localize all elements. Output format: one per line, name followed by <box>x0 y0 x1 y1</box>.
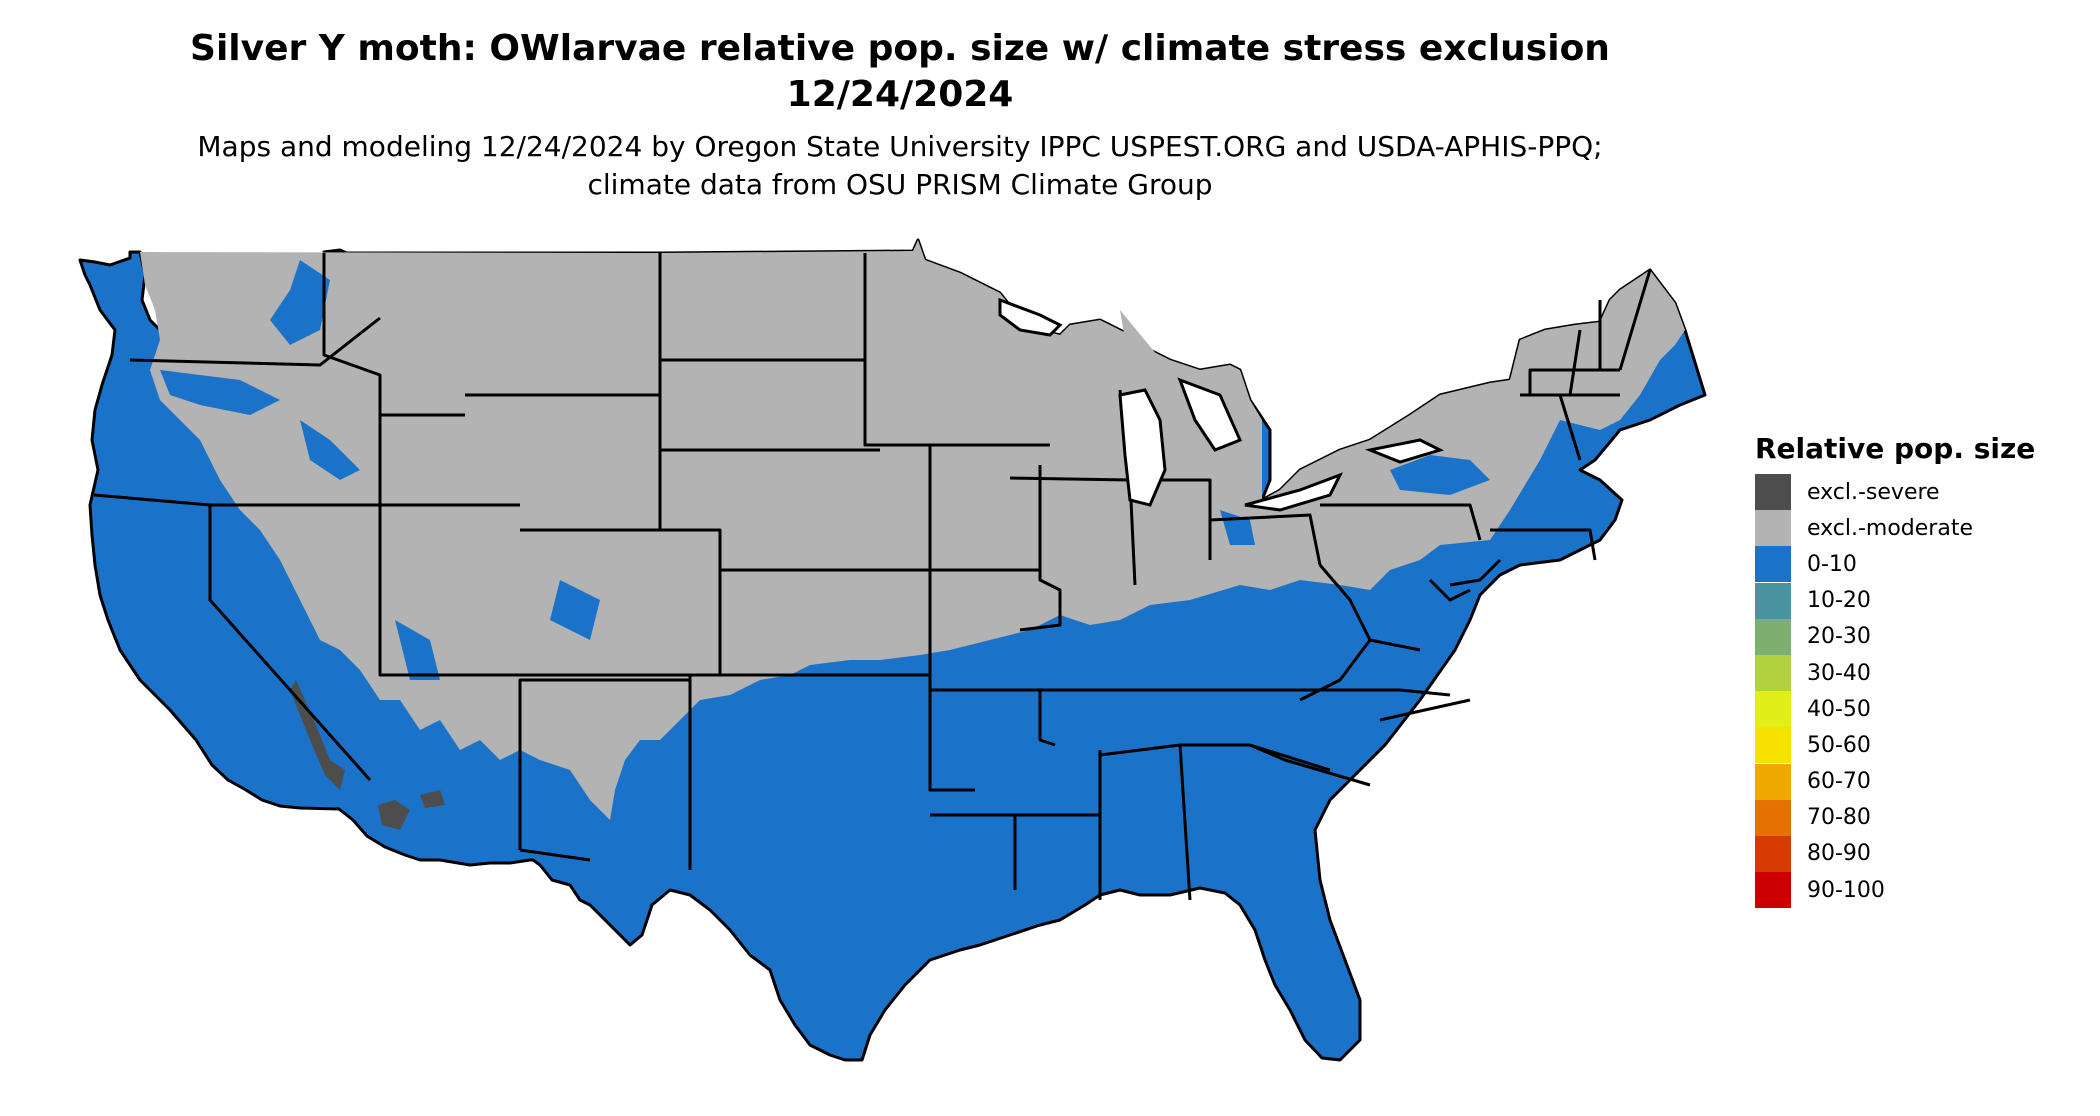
legend-label: 10-20 <box>1807 588 1871 614</box>
us-map <box>78 238 1707 1062</box>
legend-item: 40-50 <box>1755 691 2085 728</box>
legend-item: excl.-severe <box>1755 474 2085 511</box>
legend-item: 70-80 <box>1755 799 2085 836</box>
legend-label: 50-60 <box>1807 732 1871 758</box>
legend-swatch <box>1755 799 1791 836</box>
legend-swatch <box>1755 510 1791 547</box>
legend-title: Relative pop. size <box>1755 432 2036 465</box>
legend-swatch <box>1755 546 1791 583</box>
legend-swatch <box>1755 872 1791 909</box>
suitable-pockets <box>160 260 1490 680</box>
legend-item: 20-30 <box>1755 618 2085 655</box>
map-title: Silver Y moth: OWlarvae relative pop. si… <box>190 28 1610 115</box>
legend-swatch <box>1755 727 1791 764</box>
map-subtitle: Maps and modeling 12/24/2024 by Oregon S… <box>197 130 1603 201</box>
legend-swatch <box>1755 763 1791 800</box>
state-borders <box>93 253 1652 901</box>
legend-label: 40-50 <box>1807 696 1871 722</box>
legend-swatch <box>1755 655 1791 692</box>
legend-swatch <box>1755 835 1791 872</box>
legend-swatch <box>1755 582 1791 619</box>
legend-label: 60-70 <box>1807 769 1871 795</box>
legend-list: excl.-severe excl.-moderate 0-10 10-20 2… <box>1755 474 2085 909</box>
legend-label: 90-100 <box>1807 877 1885 903</box>
legend-swatch <box>1755 474 1791 511</box>
legend: Relative pop. size excl.-severe excl.-mo… <box>1755 432 2085 909</box>
legend-item: 30-40 <box>1755 655 2085 692</box>
legend-label: 0-10 <box>1807 551 1857 577</box>
legend-label: 20-30 <box>1807 624 1871 650</box>
legend-label: excl.-severe <box>1807 479 1940 505</box>
legend-label: excl.-moderate <box>1807 515 1973 541</box>
legend-item: 50-60 <box>1755 727 2085 764</box>
legend-item: excl.-moderate <box>1755 510 2085 547</box>
legend-label: 70-80 <box>1807 805 1871 831</box>
great-lakes <box>998 297 1445 512</box>
legend-swatch <box>1755 618 1791 655</box>
legend-item: 80-90 <box>1755 835 2085 872</box>
legend-item: 10-20 <box>1755 582 2085 619</box>
legend-item: 60-70 <box>1755 763 2085 800</box>
legend-label: 30-40 <box>1807 660 1871 686</box>
legend-item: 0-10 <box>1755 546 2085 583</box>
legend-item: 90-100 <box>1755 872 2085 909</box>
legend-label: 80-90 <box>1807 841 1871 867</box>
legend-swatch <box>1755 691 1791 728</box>
